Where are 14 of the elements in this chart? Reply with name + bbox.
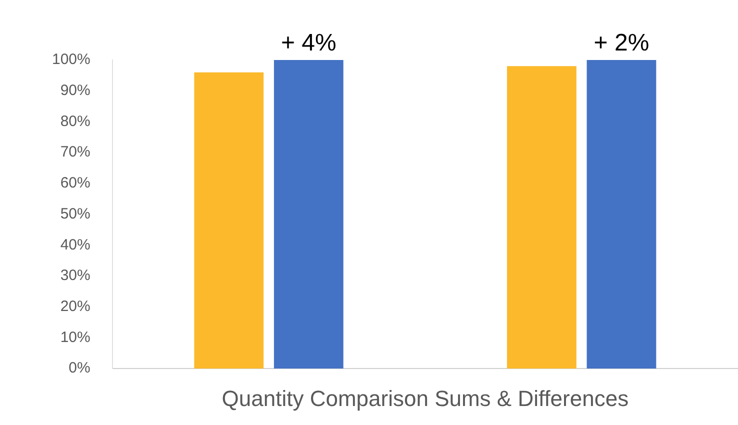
y-tick-label: 0% [68,360,90,377]
text: + 2% [594,30,650,57]
y-tick-label: 70% [60,144,90,161]
y-tick-label: 90% [60,82,90,99]
y-tick-label: 60% [60,174,90,192]
y-tick-label: 50% [60,205,90,222]
y-tick-label: 40% [60,236,90,254]
y-tick-label: 20% [60,298,90,316]
y-tick-label: 100% [52,51,90,68]
text: + 4% [280,30,336,57]
y-tick-label: 30% [60,267,90,284]
x-axis-title: Quantity Comparison Sums & Differences [222,386,629,411]
y-tick-label: 80% [60,112,90,130]
y-tick-label: 10% [60,328,90,346]
